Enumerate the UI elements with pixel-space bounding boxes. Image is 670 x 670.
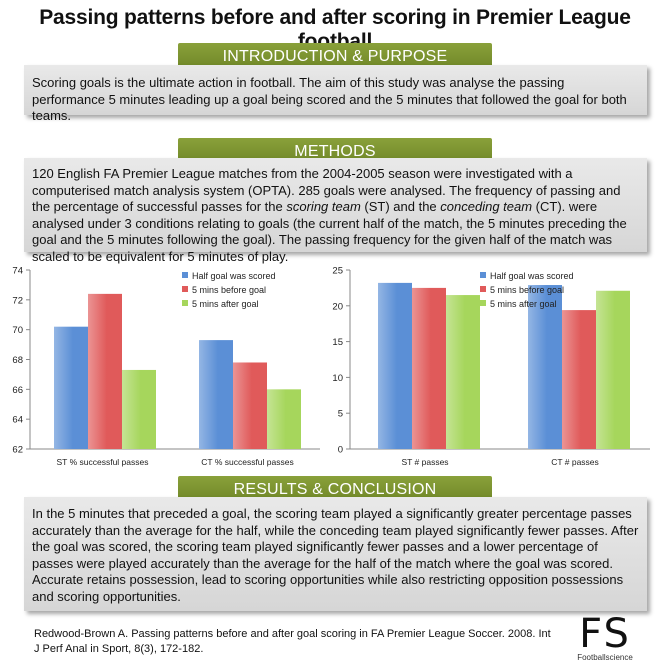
legend-swatch <box>480 300 486 306</box>
chart-number-of-passes: 0 5 10 15 20 25 ST # passes CT # passes Half goa… <box>330 262 670 474</box>
methods-text-1: 120 English FA Premier League matches fr… <box>32 166 621 214</box>
results-box: In the 5 minutes that preceded a goal, t… <box>24 497 647 611</box>
legend-label: 5 mins after goal <box>192 299 259 309</box>
legend-label: Half goal was scored <box>192 271 276 281</box>
methods-text-2: (ST) and the <box>360 199 441 214</box>
legend-swatch <box>480 272 486 278</box>
bar-0-2 <box>122 369 156 449</box>
bar-1-2 <box>596 290 630 449</box>
y-tick-label: 25 <box>332 266 343 277</box>
legend-swatch <box>182 300 188 306</box>
bar-1-1 <box>562 310 596 449</box>
y-tick-label: 74 <box>12 266 23 277</box>
reference-citation: Redwood-Brown A. Passing patterns before… <box>34 628 551 655</box>
y-tick-label: 15 <box>332 337 343 348</box>
y-tick-label: 72 <box>12 295 23 306</box>
bar-0-0 <box>378 282 412 449</box>
bar-0-2 <box>446 295 480 449</box>
y-tick-label: 10 <box>332 373 343 384</box>
methods-text-3: (CT). were analysed under 3 conditions r… <box>32 199 627 264</box>
x-category-label: CT # passes <box>551 457 599 467</box>
results-text: In the 5 minutes that preceded a goal, t… <box>32 506 639 604</box>
y-tick-label: 20 <box>332 301 343 312</box>
bar-0-1 <box>88 293 122 449</box>
logo-subtitle: Footballscience <box>577 653 633 662</box>
legend-label: 5 mins before goal <box>490 285 564 295</box>
chart-pct-svg: 62 64 66 68 70 72 74 ST % successful passes CT %… <box>12 266 320 467</box>
x-category-label: CT % successful passes <box>201 457 293 467</box>
y-tick-label: 5 <box>338 409 343 420</box>
x-category-label: ST # passes <box>401 457 448 467</box>
chart-pct-successful-passes: 62 64 66 68 70 72 74 ST % successful passes CT %… <box>0 262 330 474</box>
bar-1-2 <box>267 389 301 449</box>
legend-label: 5 mins before goal <box>192 285 266 295</box>
intro-box: Scoring goals is the ultimate action in … <box>24 65 647 123</box>
methods-conceding-team: conceding team <box>440 199 533 214</box>
legend-swatch <box>182 272 188 278</box>
footballscience-logo: FS Footballscience <box>565 614 645 662</box>
bar-1-0 <box>199 340 233 449</box>
x-category-label: ST % successful passes <box>57 457 149 467</box>
y-tick-label: 62 <box>12 445 23 456</box>
intro-text: Scoring goals is the ultimate action in … <box>32 75 627 123</box>
methods-box: 120 English FA Premier League matches fr… <box>24 158 647 264</box>
y-tick-label: 66 <box>12 385 23 396</box>
methods-scoring-team: scoring team <box>286 199 361 214</box>
legend-label: Half goal was scored <box>490 271 574 281</box>
legend-swatch <box>182 286 188 292</box>
bar-1-1 <box>233 362 267 449</box>
bar-1-0 <box>528 285 562 449</box>
bar-0-0 <box>54 326 88 449</box>
y-tick-label: 70 <box>12 325 23 336</box>
chart-passes-svg: 0 5 10 15 20 25 ST # passes CT # passes Half goa… <box>332 266 650 467</box>
y-tick-label: 68 <box>12 355 23 366</box>
legend-swatch <box>480 286 486 292</box>
legend-label: 5 mins after goal <box>490 299 557 309</box>
y-tick-label: 64 <box>12 415 23 426</box>
logo-mark: FS <box>579 611 631 657</box>
bar-0-1 <box>412 287 446 449</box>
y-tick-label: 0 <box>338 445 343 456</box>
